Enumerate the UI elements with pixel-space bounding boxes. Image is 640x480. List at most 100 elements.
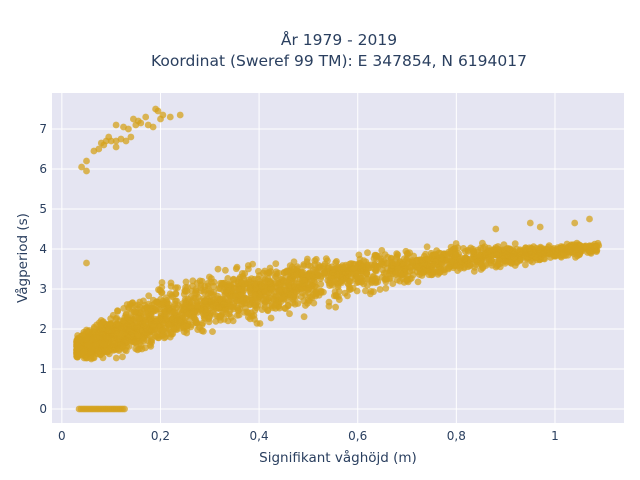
data-point xyxy=(146,332,154,340)
data-point-outlier xyxy=(176,111,184,119)
data-point xyxy=(224,300,232,307)
data-point xyxy=(479,239,486,247)
data-point xyxy=(120,305,128,312)
data-point xyxy=(495,257,503,264)
data-point xyxy=(214,265,222,273)
data-point xyxy=(589,247,597,255)
data-point xyxy=(136,304,144,311)
data-point xyxy=(550,250,558,258)
data-point xyxy=(255,291,263,299)
data-point xyxy=(289,299,297,307)
data-point xyxy=(576,251,583,259)
y-axis-title: Vågperiod (s) xyxy=(14,213,31,303)
data-point xyxy=(437,254,445,262)
data-point xyxy=(182,278,190,286)
data-point xyxy=(286,310,293,318)
data-point xyxy=(239,296,247,304)
data-point xyxy=(346,260,353,268)
data-point-outlier xyxy=(124,125,132,133)
data-point xyxy=(423,243,431,251)
data-point xyxy=(401,265,409,272)
data-point xyxy=(530,243,537,251)
data-point xyxy=(330,277,338,284)
data-point xyxy=(394,251,402,259)
y-tick-label: 2 xyxy=(39,322,47,336)
data-point xyxy=(424,255,432,263)
data-point xyxy=(254,275,262,283)
y-tick-label: 4 xyxy=(39,242,47,256)
data-point xyxy=(97,351,104,359)
data-point-outlier xyxy=(536,223,544,231)
data-point xyxy=(312,290,320,298)
data-point-outlier xyxy=(159,111,167,119)
data-point-outlier xyxy=(154,107,162,115)
data-point xyxy=(235,307,242,315)
data-point xyxy=(298,276,306,284)
data-point xyxy=(168,316,175,323)
data-point xyxy=(204,279,212,287)
y-axis-ticks: 0 1 2 3 4 5 6 7 xyxy=(39,122,47,416)
data-point xyxy=(112,354,120,362)
data-point xyxy=(414,278,422,286)
data-point-outlier xyxy=(95,145,103,153)
data-point xyxy=(129,322,137,330)
data-point xyxy=(393,276,401,284)
data-point-outlier xyxy=(83,259,90,267)
data-point xyxy=(208,291,215,299)
data-point xyxy=(441,268,448,276)
data-point xyxy=(485,256,493,264)
data-point xyxy=(282,305,289,312)
data-point xyxy=(245,265,252,273)
data-point xyxy=(567,245,575,253)
data-point xyxy=(114,307,122,315)
data-point xyxy=(202,298,210,305)
data-point xyxy=(247,300,255,308)
data-point xyxy=(183,329,191,337)
data-point xyxy=(134,346,142,354)
data-point xyxy=(107,321,115,329)
data-point-outlier xyxy=(571,219,579,227)
chart-title-line-2: Koordinat (Sweref 99 TM): E 347854, N 61… xyxy=(151,52,527,70)
data-point xyxy=(364,275,372,283)
data-point xyxy=(87,349,95,356)
data-point xyxy=(403,256,410,263)
data-point xyxy=(147,307,155,315)
data-point xyxy=(174,284,182,291)
x-tick-label: 0,2 xyxy=(151,429,170,443)
data-point xyxy=(180,306,188,314)
data-point xyxy=(283,296,291,304)
data-point xyxy=(189,277,197,285)
y-tick-label: 0 xyxy=(39,402,47,416)
data-point xyxy=(452,240,460,247)
data-point xyxy=(216,285,224,293)
data-point xyxy=(377,260,385,268)
data-point xyxy=(107,315,115,323)
data-point xyxy=(535,245,542,253)
data-point xyxy=(76,350,83,358)
data-point xyxy=(115,322,123,330)
data-point-outlier xyxy=(586,215,593,223)
data-point xyxy=(335,288,343,295)
data-point xyxy=(158,316,166,323)
x-tick-label: 0,8 xyxy=(447,429,466,443)
data-point xyxy=(353,273,360,281)
data-point xyxy=(255,267,262,275)
data-point xyxy=(330,265,338,273)
data-point xyxy=(372,266,380,274)
data-point xyxy=(456,255,464,263)
data-point-outlier xyxy=(149,123,157,131)
data-point xyxy=(489,246,497,254)
data-point xyxy=(205,285,213,293)
data-point xyxy=(151,323,159,330)
data-point xyxy=(359,263,367,271)
data-point xyxy=(285,268,293,275)
data-point xyxy=(102,347,110,355)
data-point-outlier xyxy=(166,113,174,121)
data-point xyxy=(470,247,477,255)
data-point-outlier xyxy=(78,163,85,171)
data-point xyxy=(217,313,224,321)
data-point xyxy=(256,320,264,327)
data-point xyxy=(83,335,90,343)
y-tick-label: 7 xyxy=(39,122,47,136)
